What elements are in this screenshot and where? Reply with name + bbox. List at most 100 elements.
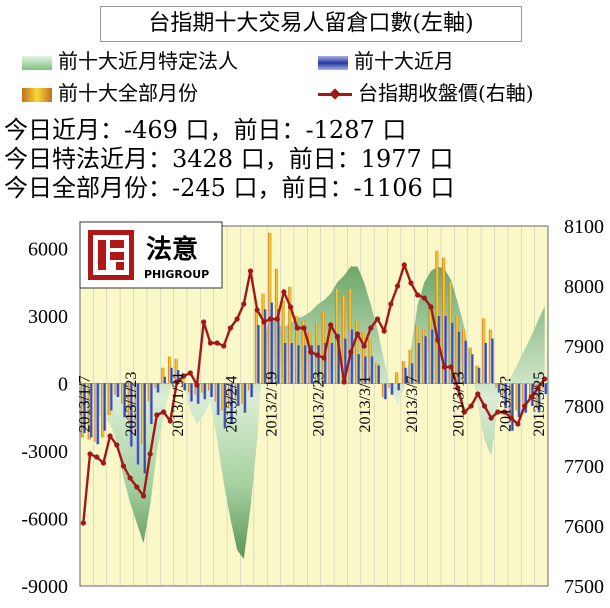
point-close-price — [241, 301, 247, 307]
bar-near-month — [169, 367, 173, 384]
point-close-price — [448, 364, 454, 370]
x-tick-label: 2013/3/1 — [357, 376, 374, 433]
bar-near-month — [416, 343, 421, 384]
bar-near-month — [497, 383, 501, 393]
x-tick-label: 2013/1/23 — [123, 372, 140, 437]
point-close-price — [134, 484, 140, 490]
point-close-price — [388, 301, 394, 307]
legend-item-special: 前十大近月特定法人 — [22, 46, 238, 76]
bar-near-month — [223, 383, 227, 429]
y-left-tick-label: -9000 — [21, 576, 68, 598]
bar-near-month — [283, 343, 287, 384]
point-close-price — [147, 451, 153, 457]
bar-near-month — [343, 338, 347, 384]
point-close-price — [415, 292, 421, 298]
bar-all-months — [214, 383, 218, 402]
bar-near-month — [89, 383, 93, 438]
point-close-price — [308, 349, 314, 355]
x-tick-label: 2013/2/23 — [310, 372, 327, 437]
x-tick-label: 2013/1/7 — [76, 376, 93, 433]
bar-all-months — [208, 383, 212, 391]
point-close-price — [328, 322, 334, 328]
summary-special-near-month: 今日特法近月：3428 口，前日：1977 口 — [4, 145, 454, 173]
x-tick-label: 2013/3/7 — [404, 376, 421, 433]
summary-panel: 今日近月：-469 口，前日：-1287 口 今日特法近月：3428 口，前日：… — [0, 116, 610, 208]
bar-near-month — [383, 383, 387, 400]
point-close-price — [100, 460, 106, 466]
y-left-tick-label: -3000 — [21, 441, 68, 463]
point-close-price — [167, 418, 173, 424]
point-close-price — [481, 403, 488, 409]
bar-near-month — [243, 383, 247, 413]
bar-near-month — [136, 383, 140, 465]
point-close-price — [441, 364, 447, 370]
point-close-price — [475, 391, 481, 397]
bar-near-month — [543, 383, 548, 395]
point-close-price — [314, 352, 320, 358]
legend: 前十大近月特定法人 前十大近月 前十大全部月份 台指期收盤價(右軸) — [18, 44, 590, 112]
bar-near-month — [82, 383, 86, 433]
bar-near-month — [122, 383, 126, 418]
point-close-price — [368, 325, 374, 331]
bar-all-months — [542, 383, 546, 390]
point-close-price — [127, 475, 133, 481]
bar-near-month — [490, 338, 494, 384]
point-close-price — [120, 463, 127, 469]
point-close-price — [542, 376, 548, 382]
legend-label: 前十大近月 — [354, 49, 454, 73]
point-close-price — [281, 289, 287, 295]
bar-near-month — [309, 345, 314, 384]
point-close-price — [174, 379, 180, 385]
point-close-price — [361, 343, 367, 349]
bar-near-month — [457, 331, 461, 384]
bar-near-month — [436, 316, 441, 384]
point-close-price — [461, 409, 468, 415]
bar-near-month — [423, 336, 427, 384]
bar-near-month — [443, 316, 447, 384]
bar-all-months — [281, 300, 285, 384]
bar-all-months — [288, 286, 292, 384]
point-close-price — [301, 325, 307, 331]
legend-swatch-area — [22, 55, 52, 70]
bar-near-month — [269, 302, 274, 384]
bar-near-month — [517, 383, 521, 418]
bar-near-month — [296, 345, 300, 384]
bar-all-months — [181, 376, 185, 384]
point-close-price — [394, 283, 401, 289]
bar-near-month — [209, 383, 213, 397]
point-close-price — [354, 331, 361, 337]
bar-near-month — [463, 340, 467, 384]
bar-near-month — [236, 383, 240, 406]
summary-all-months: 今日全部月份：-245 口，前日：-1106 口 — [4, 174, 455, 202]
bar-all-months — [442, 257, 446, 384]
bar-near-month — [263, 309, 267, 384]
bar-near-month — [336, 334, 340, 384]
bar-near-month — [249, 383, 253, 397]
legend-label: 前十大近月特定法人 — [58, 49, 238, 73]
series-line-close-price — [82, 261, 546, 524]
point-close-price — [114, 442, 120, 448]
legend-line-swatch — [318, 93, 352, 96]
legend-swatch-blue — [318, 55, 348, 70]
bar-near-month — [116, 383, 120, 397]
bar-near-month — [303, 345, 307, 384]
point-close-price — [435, 337, 441, 343]
point-close-price — [80, 520, 86, 526]
y-left-tick-label: 3000 — [28, 306, 68, 328]
y-left-tick-label: 6000 — [28, 239, 68, 261]
legend-label: 台指期收盤價(右軸) — [358, 81, 534, 105]
point-close-price — [535, 385, 541, 391]
x-tick-label: 2013/1/31 — [170, 372, 187, 437]
point-close-price — [495, 409, 501, 415]
bar-near-month — [102, 383, 106, 431]
y-right-tick-label: 8000 — [564, 276, 604, 298]
bar-all-months — [234, 383, 238, 400]
bar-all-months — [355, 320, 359, 384]
point-close-price — [381, 328, 387, 334]
point-close-price — [508, 415, 514, 421]
bar-near-month — [356, 354, 360, 384]
bar-near-month — [316, 345, 320, 384]
summary-near-month: 今日近月：-469 口，前日：-1287 口 — [4, 116, 407, 144]
bar-all-months — [201, 383, 205, 393]
point-close-price — [408, 280, 414, 286]
